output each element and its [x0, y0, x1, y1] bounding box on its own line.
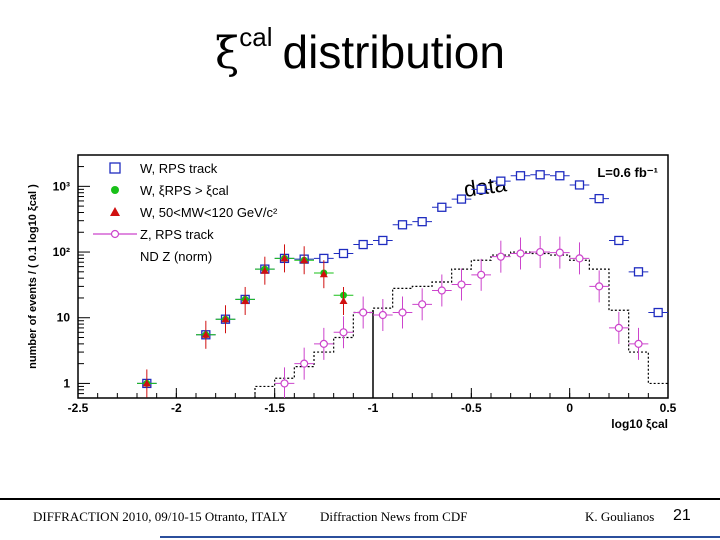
x-tick-label: -1	[368, 401, 379, 415]
xi-cal-distribution-chart: -2.5 -2 -1.5 -1 -0.5 0 0.5 1 10 10² 10³ number of e…	[0, 140, 720, 450]
x-tick-label: 0.5	[660, 401, 677, 415]
w-mass-point	[201, 330, 210, 338]
z-rps-point	[496, 252, 505, 261]
z-rps-point	[398, 308, 407, 317]
z-rps-point	[300, 359, 309, 368]
legend-label: Z, RPS track	[140, 227, 214, 242]
legend-label: W, ξRPS > ξcal	[140, 183, 229, 198]
x-tick-label: -2	[171, 401, 182, 415]
w-mass-point	[260, 266, 269, 274]
w-rps-point	[456, 194, 467, 204]
w-rps-point	[476, 184, 486, 194]
w-rps-point	[594, 193, 604, 204]
w-mass-point	[319, 270, 328, 278]
z-rps-point	[575, 254, 584, 263]
legend-marker	[110, 207, 120, 216]
w-rps-point	[358, 239, 368, 250]
w-rps-point	[338, 248, 349, 259]
w-rps-point	[653, 307, 663, 318]
nd-z-histogram	[254, 251, 668, 398]
slide-title: ξcal distribution	[0, 22, 720, 79]
footer-conference: DIFFRACTION 2010, 09/10-15 Otranto, ITAL…	[33, 509, 288, 524]
z-rps-point	[634, 339, 643, 348]
w-rps-point	[614, 235, 624, 246]
w-mass-point	[300, 256, 309, 264]
w-rps-point	[437, 202, 447, 212]
z-rps-point	[555, 248, 564, 257]
w-rps-point	[555, 171, 565, 181]
w-mass-point	[339, 296, 348, 304]
chart-background	[0, 140, 720, 450]
z-rps-point	[339, 328, 348, 337]
luminosity-label: L=0.6 fb⁻¹	[597, 165, 658, 180]
z-rps-point	[280, 379, 289, 388]
y-tick-label: 10²	[53, 245, 70, 259]
w-rps-point	[496, 176, 506, 186]
w-rps-point	[378, 235, 388, 246]
x-axis-label: log10 ξcal	[611, 417, 668, 431]
legend-label: W, RPS track	[140, 161, 218, 176]
z-rps-point	[418, 300, 427, 309]
z-rps-point	[536, 247, 545, 257]
footer-author: K. Goulianos	[585, 509, 655, 524]
footer-accent-line	[160, 536, 720, 538]
w-mass-point	[280, 254, 289, 262]
w-rps-point	[397, 220, 408, 230]
x-tick-label: 0	[566, 401, 573, 415]
z-rps-point	[595, 282, 604, 291]
w-rps-point	[574, 180, 585, 190]
z-rps-point	[516, 249, 525, 258]
z-rps-point	[614, 323, 623, 333]
y-tick-label: 10	[57, 311, 71, 325]
footer-topic: Diffraction News from CDF	[320, 509, 468, 524]
footer-divider	[0, 498, 720, 500]
x-tick-label: -2.5	[68, 401, 89, 415]
title-symbol: ξ	[215, 28, 240, 79]
legend-marker	[110, 229, 120, 239]
legend-label: W, 50<MW<120 GeV/c²	[140, 205, 278, 220]
x-tick-label: -0.5	[461, 401, 482, 415]
w-rps-point	[633, 267, 644, 277]
w-rps-point	[515, 171, 526, 181]
title-text: distribution	[282, 26, 505, 78]
page-number: 21	[673, 507, 691, 524]
y-axis-label: number of events / ( 0.1 log10 ξcal )	[27, 184, 39, 369]
z-rps-point	[477, 270, 486, 279]
z-rps-point	[437, 286, 446, 295]
legend-marker	[109, 162, 121, 174]
w-mass-point	[221, 315, 230, 323]
w-rps-point	[535, 170, 545, 180]
legend-marker	[111, 186, 119, 194]
plot-area: -2.5 -2 -1.5 -1 -0.5 0 0.5 1 10 10² 10³ number of e…	[27, 154, 677, 431]
z-rps-point	[359, 308, 368, 317]
y-tick-label: 10³	[53, 179, 70, 193]
w-mass-point	[241, 296, 250, 304]
w-rps-point	[417, 217, 427, 227]
y-tick-label: 1	[63, 376, 70, 390]
legend-label: ND Z (norm)	[140, 249, 212, 264]
z-rps-point	[319, 339, 328, 348]
z-rps-point	[378, 310, 387, 320]
title-superscript: cal	[239, 22, 273, 52]
w-mass-point	[142, 379, 151, 387]
x-tick-label: -1.5	[264, 401, 285, 415]
z-rps-point	[457, 280, 466, 289]
